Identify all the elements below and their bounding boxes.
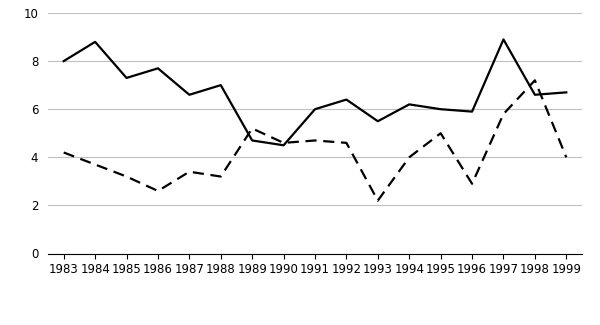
Exxon <box>343 98 350 101</box>
Mobil <box>343 141 350 145</box>
Exxon <box>437 107 444 111</box>
Exxon <box>186 93 193 97</box>
Mobil <box>280 141 287 145</box>
Exxon <box>280 143 287 147</box>
Exxon <box>60 59 67 63</box>
Exxon <box>154 66 161 70</box>
Mobil <box>311 138 319 142</box>
Exxon <box>469 110 476 113</box>
Mobil <box>60 150 67 154</box>
Exxon <box>563 90 570 94</box>
Exxon <box>92 40 99 44</box>
Exxon <box>374 119 382 123</box>
Line: Exxon: Exxon <box>64 39 566 145</box>
Exxon <box>311 107 319 111</box>
Exxon <box>500 37 507 41</box>
Exxon <box>248 138 256 142</box>
Exxon <box>217 83 224 87</box>
Mobil <box>154 189 161 193</box>
Mobil <box>186 170 193 174</box>
Mobil <box>248 126 256 130</box>
Exxon <box>531 93 538 97</box>
Exxon <box>406 102 413 106</box>
Mobil <box>217 175 224 178</box>
Mobil <box>123 175 130 178</box>
Mobil <box>531 78 538 82</box>
Exxon <box>123 76 130 80</box>
Mobil <box>437 131 444 135</box>
Mobil <box>406 155 413 159</box>
Mobil <box>469 182 476 186</box>
Mobil <box>374 199 382 202</box>
Mobil <box>563 155 570 159</box>
Mobil <box>500 112 507 116</box>
Mobil <box>92 162 99 166</box>
Line: Mobil: Mobil <box>64 80 566 201</box>
